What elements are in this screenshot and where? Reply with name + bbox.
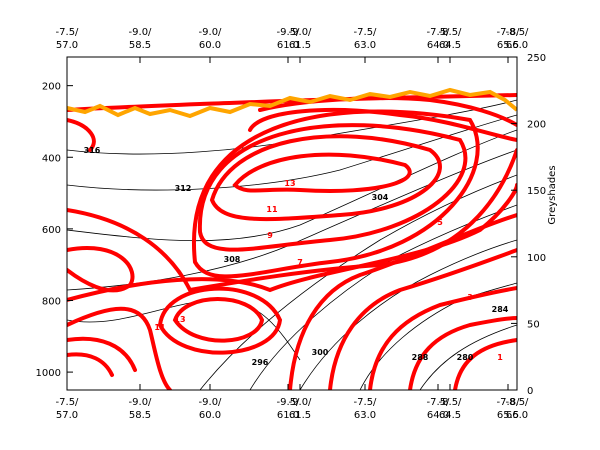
x-tick-lon: -9.0/ (289, 397, 313, 408)
contour-label: 9 (267, 231, 273, 240)
x-tick-label: 61.5 (289, 40, 311, 51)
y-tick-label: 400 (42, 153, 61, 164)
x-tick-label: 66.0 (506, 410, 528, 421)
contour-label: 316 (84, 146, 101, 155)
y2-tick-label: 200 (527, 120, 546, 131)
wind-contours (67, 93, 517, 390)
x-tick-label: 60.0 (199, 40, 221, 51)
contour-label: 13 (284, 179, 295, 188)
x-tick-lon: -7.5/ (56, 397, 80, 408)
x-tick-lon: -7.5/ (427, 397, 451, 408)
y-tick-label: 800 (42, 296, 61, 307)
x-tick-lon: -8.5/ (439, 397, 463, 408)
y2-tick-label: 150 (527, 186, 546, 197)
y2-tick-label: 0 (527, 386, 533, 397)
x-tick-label: 65.5 (497, 40, 519, 51)
contour-label: 11 (154, 323, 166, 332)
x-tick-lon: -7.8/ (497, 397, 521, 408)
x-tick-label: 64.0 (427, 410, 449, 421)
x-tick-lon: -7.5/ (354, 27, 378, 38)
x-tick-lon: -9.0/ (129, 397, 153, 408)
contour-label: 304 (372, 193, 389, 202)
x-tick-lon: -7.5/ (354, 397, 378, 408)
y-tick-label: 1000 (36, 368, 61, 379)
x-tick-lon: -7.5/ (427, 27, 451, 38)
x-tick-lon: -8.5/ (506, 27, 530, 38)
x-tick-label: 58.5 (129, 410, 151, 421)
x-tick-lon: -9.0/ (199, 397, 223, 408)
contour-label: 3 (467, 293, 473, 302)
x-tick-label: 61.0 (277, 410, 299, 421)
x-tick-lon: -8.5/ (439, 27, 463, 38)
contour-label: 288 (412, 353, 429, 362)
x-tick-label: 64.0 (427, 40, 449, 51)
x-tick-label: 66.0 (506, 40, 528, 51)
x-tick-label: 60.0 (199, 410, 221, 421)
y2-tick-label: 250 (527, 53, 546, 64)
contour-label: 11 (266, 205, 278, 214)
x-tick-lon: -7.8/ (497, 27, 521, 38)
x-tick-label: 64.5 (439, 410, 461, 421)
contour-label: 300 (312, 348, 329, 357)
contour-label: 296 (252, 358, 269, 367)
y2-tick-label: 50 (527, 319, 540, 330)
y-tick-label: 600 (42, 225, 61, 236)
x-tick-label: 61.5 (289, 410, 311, 421)
contour-label: 5 (437, 218, 443, 227)
contour-label: 308 (224, 255, 241, 264)
x-tick-lon: -9.5/ (277, 27, 301, 38)
y-tick-label: 200 (42, 82, 61, 93)
contours (67, 87, 517, 390)
y2-axis-label: Greyshades (547, 165, 558, 224)
x-tick-lon: -9.5/ (277, 397, 301, 408)
x-tick-lon: -8.5/ (506, 397, 530, 408)
tropopause (67, 87, 517, 119)
contour-label: 280 (457, 353, 474, 362)
contour-label: 7 (297, 258, 303, 267)
plot-frame (66, 56, 518, 391)
x-tick-label: 63.0 (354, 410, 376, 421)
x-tick-lon: -9.0/ (129, 27, 153, 38)
x-tick-label: 58.5 (129, 40, 151, 51)
x-tick-label: 64.5 (439, 40, 461, 51)
x-tick-label: 65.5 (497, 410, 519, 421)
contour-label: 284 (492, 305, 509, 314)
x-tick-label: 61.0 (277, 40, 299, 51)
x-tick-lon: -7.5/ (56, 27, 80, 38)
contour-label: 13 (174, 315, 185, 324)
x-tick-label: 57.0 (56, 410, 78, 421)
y2-tick-label: 100 (527, 253, 546, 264)
x-tick-lon: -9.0/ (289, 27, 313, 38)
x-tick-label: 63.0 (354, 40, 376, 51)
contour-label: 1 (497, 353, 503, 362)
contour-label: 312 (175, 184, 192, 193)
x-tick-label: 57.0 (56, 40, 78, 51)
x-tick-lon: -9.0/ (199, 27, 223, 38)
